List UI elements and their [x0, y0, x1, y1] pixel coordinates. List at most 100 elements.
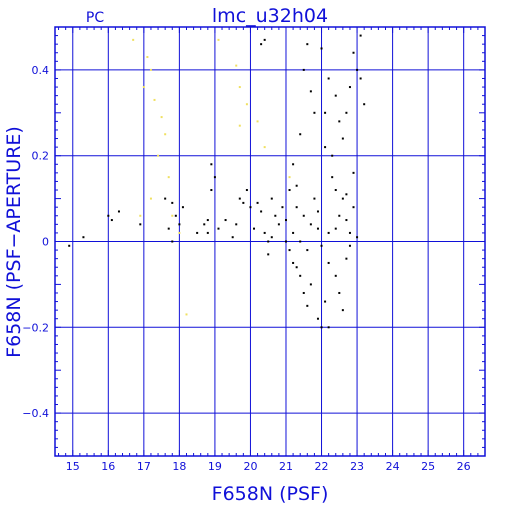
- black-data-point: [356, 236, 359, 239]
- black-data-point: [320, 244, 323, 247]
- yellow-data-point: [256, 120, 259, 123]
- black-data-point: [327, 231, 330, 234]
- black-data-point: [68, 244, 71, 247]
- black-data-point: [299, 240, 302, 243]
- black-data-point: [256, 201, 259, 204]
- black-data-point: [348, 244, 351, 247]
- yellow-data-point: [185, 313, 188, 316]
- black-data-point: [320, 326, 323, 329]
- yellow-data-point: [149, 68, 152, 71]
- yellow-data-point: [157, 154, 160, 157]
- black-data-point: [224, 219, 227, 222]
- black-data-point: [324, 300, 327, 303]
- x-tick-label: 15: [66, 460, 80, 473]
- x-tick-label: 19: [208, 460, 222, 473]
- black-data-point: [313, 197, 316, 200]
- black-data-point: [341, 197, 344, 200]
- black-data-point: [327, 261, 330, 264]
- black-data-point: [253, 227, 256, 230]
- black-data-point: [274, 214, 277, 217]
- black-data-point: [341, 137, 344, 140]
- black-data-point: [309, 223, 312, 226]
- black-data-point: [164, 197, 167, 200]
- x-tick-label: 25: [421, 460, 435, 473]
- black-data-point: [345, 219, 348, 222]
- black-data-point: [235, 223, 238, 226]
- yellow-data-point: [171, 214, 174, 217]
- black-data-point: [327, 77, 330, 80]
- x-tick-label: 22: [315, 460, 329, 473]
- black-data-point: [352, 206, 355, 209]
- black-data-point: [206, 231, 209, 234]
- yellow-data-point: [153, 98, 156, 101]
- chart-title: lmc_u32h04: [212, 5, 328, 27]
- black-data-point: [345, 193, 348, 196]
- black-data-point: [267, 253, 270, 256]
- black-data-point: [359, 34, 362, 37]
- black-data-point: [249, 206, 252, 209]
- black-data-point: [117, 210, 120, 213]
- black-data-point: [238, 197, 241, 200]
- yellow-data-point: [142, 86, 145, 89]
- yellow-data-point: [238, 124, 241, 127]
- yellow-data-point: [139, 214, 142, 217]
- black-data-point: [334, 227, 337, 230]
- black-data-point: [288, 249, 291, 252]
- black-data-point: [352, 51, 355, 54]
- x-tick-label: 23: [350, 460, 364, 473]
- y-tick-label: −0.4: [22, 407, 49, 420]
- black-data-point: [206, 219, 209, 222]
- black-data-point: [213, 176, 216, 179]
- black-data-point: [242, 201, 245, 204]
- black-data-point: [263, 231, 266, 234]
- black-data-point: [260, 210, 263, 213]
- black-data-point: [345, 257, 348, 260]
- black-data-point: [331, 154, 334, 157]
- black-data-point: [316, 227, 319, 230]
- ticks: 15 16 17 18 19 20 21 22 23 24 25 26 0.4 0.2 0 −0.2 −0.4: [22, 64, 470, 473]
- black-data-point: [313, 111, 316, 114]
- black-data-point: [341, 309, 344, 312]
- black-data-point: [359, 77, 362, 80]
- y-tick-label: −0.2: [22, 321, 49, 334]
- black-data-point: [331, 176, 334, 179]
- black-data-point: [345, 111, 348, 114]
- yellow-data-point: [217, 38, 220, 41]
- yellow-data-point: [160, 116, 163, 119]
- black-data-point: [324, 146, 327, 149]
- black-data-point: [267, 240, 270, 243]
- x-tick-label: 21: [279, 460, 293, 473]
- black-data-point: [338, 214, 341, 217]
- yellow-data-point: [238, 86, 241, 89]
- black-data-point: [110, 219, 113, 222]
- black-data-point: [270, 236, 273, 239]
- black-data-point: [178, 223, 181, 226]
- black-data-point: [309, 90, 312, 93]
- yellow-data-point: [263, 146, 266, 149]
- black-data-point: [245, 189, 248, 192]
- black-data-point: [306, 304, 309, 307]
- black-data-point: [217, 227, 220, 230]
- y-axis-label: F658N (PSF−APERTURE): [3, 126, 25, 358]
- black-data-point: [320, 47, 323, 50]
- black-data-point: [174, 214, 177, 217]
- black-data-point: [277, 223, 280, 226]
- black-data-point: [260, 43, 263, 46]
- black-data-point: [324, 111, 327, 114]
- black-data-point: [270, 197, 273, 200]
- black-data-point: [288, 189, 291, 192]
- black-data-point: [302, 214, 305, 217]
- yellow-data-point: [167, 176, 170, 179]
- y-tick-label: 0: [42, 236, 49, 249]
- yellow-data-point: [149, 197, 152, 200]
- black-data-point: [181, 206, 184, 209]
- black-data-point: [338, 120, 341, 123]
- x-tick-label: 24: [386, 460, 400, 473]
- black-data-point: [363, 103, 366, 106]
- black-data-point: [352, 171, 355, 174]
- black-data-point: [302, 291, 305, 294]
- black-data-point: [292, 231, 295, 234]
- black-data-point: [292, 163, 295, 166]
